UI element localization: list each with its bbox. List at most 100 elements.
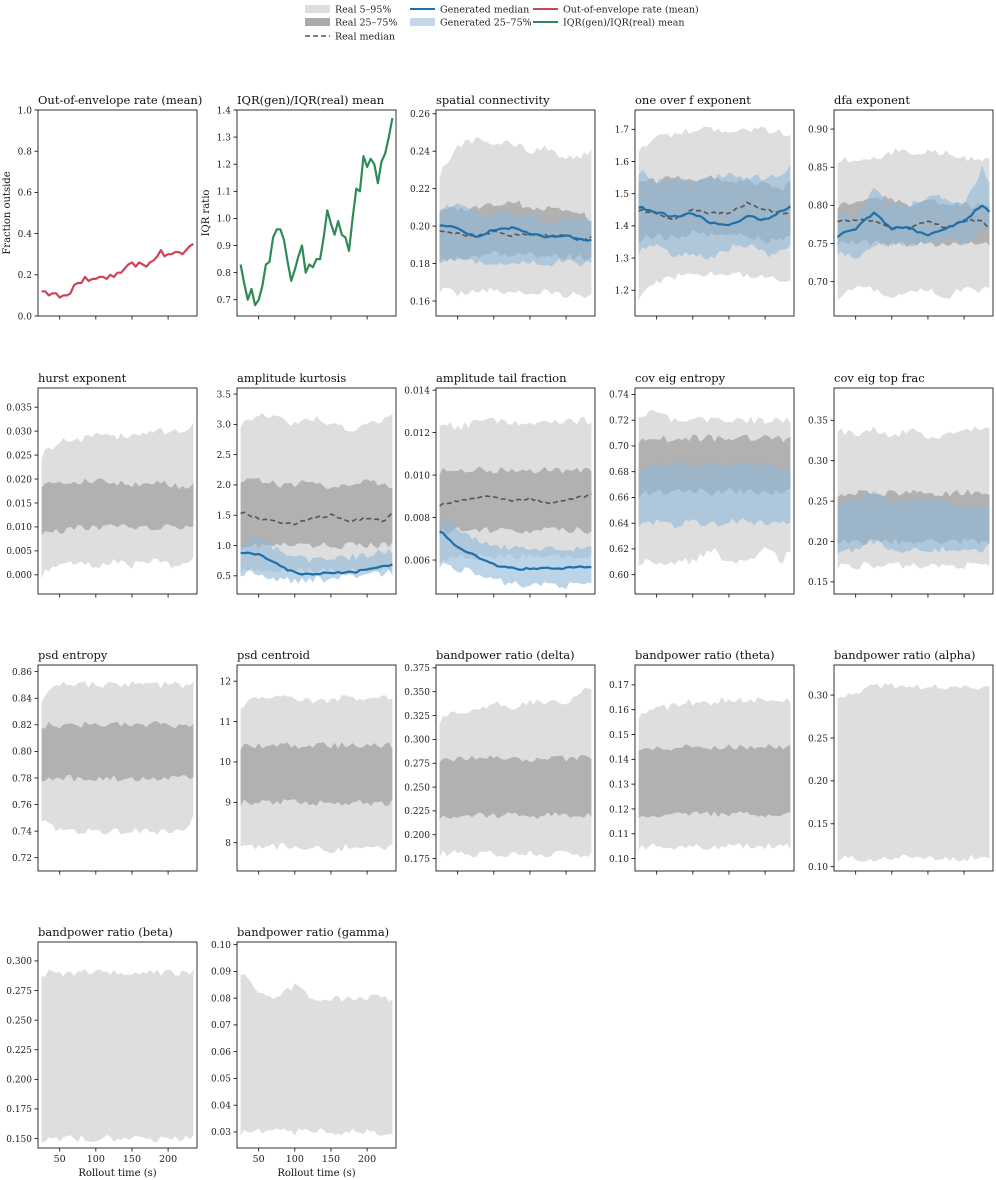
real-25-75-band [638,744,791,818]
chart-panel: bandpower ratio (theta) 0.10 0.11 0.12 0.13 0… [609,648,795,875]
generated-median-line [836,204,991,238]
y-tick-label: 0.25 [808,497,828,507]
y-tick-label: 0.030 [6,427,32,437]
axes-frame [833,387,994,595]
generated-median-line [439,224,592,242]
axes-frame [236,664,397,872]
y-tick-label: 0.30 [808,457,828,467]
y-tick-label: 0.85 [808,164,828,174]
y-tick-label: 0.80 [808,202,828,212]
y-tick-label: 0.10 [609,855,629,865]
y-tick-label: 0.18 [410,260,430,270]
y-tick-label: 0.035 [6,403,32,413]
plot-area [41,969,194,1143]
y-tick-label: 3.0 [217,421,232,431]
plot-area [239,117,394,307]
axes-frame [833,664,994,872]
legend-label: Generated median [440,5,529,16]
y-tick-label: 0.72 [609,416,629,426]
chart-panel: bandpower ratio (delta) 0.175 0.200 0.225 0.… [404,648,596,875]
y-tick-label: 3.5 [217,390,232,400]
y-tick-label: 0.4 [18,230,33,240]
axes-frame [634,109,795,317]
chart-panel: hurst exponent 0.000 0.005 0.010 0.015 0.020 0… [6,371,198,598]
y-axis-label: Fraction outside [2,171,13,254]
panel-title: psd entropy [38,648,108,662]
real-25-75-band [439,466,592,537]
chart-panel: spatial connectivity 0.16 0.18 0.20 0.22 0.24… [410,93,596,320]
real-25-75-band [240,477,393,550]
x-tick-label: 150 [322,1154,340,1165]
y-tick-label: 0.75 [808,240,828,250]
plot-area [439,416,592,590]
legend-label: Real median [335,32,395,43]
plot-area [638,410,791,566]
plot-area [41,681,194,835]
y-tick-label: 0.275 [6,987,32,997]
y-tick-label: 0.10 [808,863,828,873]
x-tick-label: 100 [87,1154,105,1165]
legend-entry: IQR(gen)/IQR(real) mean [533,18,685,29]
y-tick-label: 0.16 [609,706,629,716]
legend-label: Real 5–95% [335,5,391,16]
axes-frame [37,387,198,595]
chart-panel: amplitude kurtosis 0.5 1.0 1.5 2.0 2.5 3.0 3.5 [217,371,397,598]
y-tick-label: 1.6 [615,158,630,168]
axes-frame [236,387,397,595]
y-tick-label: 0.70 [808,278,828,288]
plot-area [240,695,393,854]
y-tick-label: 0.05 [211,1075,231,1085]
y-tick-label: 0.275 [404,760,430,770]
panel-title: amplitude kurtosis [237,371,346,385]
panel-title: cov eig top frac [834,371,925,385]
axes-frame [435,109,596,317]
legend-label: Real 25–75% [335,18,397,29]
y-tick-label: 1.4 [615,222,630,232]
y-tick-label: 0.225 [6,1046,32,1056]
y-tick-label: 8 [225,839,231,849]
chart-panel: psd entropy 0.72 0.74 0.76 0.78 0.80 0.82 0.84 0… [12,648,198,875]
real-median-line [439,493,592,507]
real-median-line [439,230,592,242]
y-tick-label: 0.82 [12,721,32,731]
plot-area [837,426,990,570]
chart-panel: bandpower ratio (beta) 0.150 0.175 0.200 0.2… [6,925,198,1179]
y-tick-label: 0.72 [12,854,32,864]
real-5-95-band [837,683,990,862]
legend-label: Out-of-envelope rate (mean) [563,5,699,16]
x-tick-label: 50 [54,1154,66,1165]
y-tick-label: 0.006 [404,556,430,566]
y-tick-label: 0.20 [808,538,828,548]
chart-panel: cov eig entropy 0.60 0.62 0.64 0.66 0.68 0.70 0… [609,371,795,598]
real-5-95-band [41,969,194,1143]
y-tick-label: 0.010 [6,523,32,533]
y-tick-label: 0.0 [18,312,33,322]
y-tick-label: 0.008 [404,514,430,524]
iqr-ratio-line [239,117,394,307]
y-tick-label: 0.68 [609,468,629,478]
y-tick-label: 0.76 [12,801,32,811]
y-tick-label: 0.08 [211,994,231,1004]
y-tick-label: 0.9 [217,242,232,252]
y-tick-label: 1.1 [217,188,231,198]
x-tick-label: 100 [286,1154,304,1165]
panel-title: bandpower ratio (beta) [38,925,173,939]
y-tick-label: 0.7 [217,296,232,306]
plot-area [240,974,393,1136]
chart-panel: psd centroid 8 9 10 11 12 [220,648,397,875]
y-tick-label: 0.17 [609,681,629,691]
chart-panel: one over f exponent 1.2 1.3 1.4 1.5 1.6 1.7 [615,93,795,320]
y-tick-label: 0.16 [410,297,430,307]
chart-panel: bandpower ratio (alpha) 0.10 0.15 0.20 0.25 0… [808,648,994,875]
panel-title: bandpower ratio (alpha) [834,648,975,662]
y-tick-label: 0.350 [404,688,430,698]
y-tick-label: 0.015 [6,499,32,509]
plot-area [638,697,791,850]
y-tick-label: 0.200 [6,1076,32,1086]
y-tick-label: 0.2 [18,271,32,281]
real-25-75-band [439,755,592,820]
real-median-line [837,218,990,231]
y-tick-label: 10 [220,758,232,768]
x-tick-label: 50 [253,1154,265,1165]
y-axis-label: IQR ratio [201,190,212,237]
